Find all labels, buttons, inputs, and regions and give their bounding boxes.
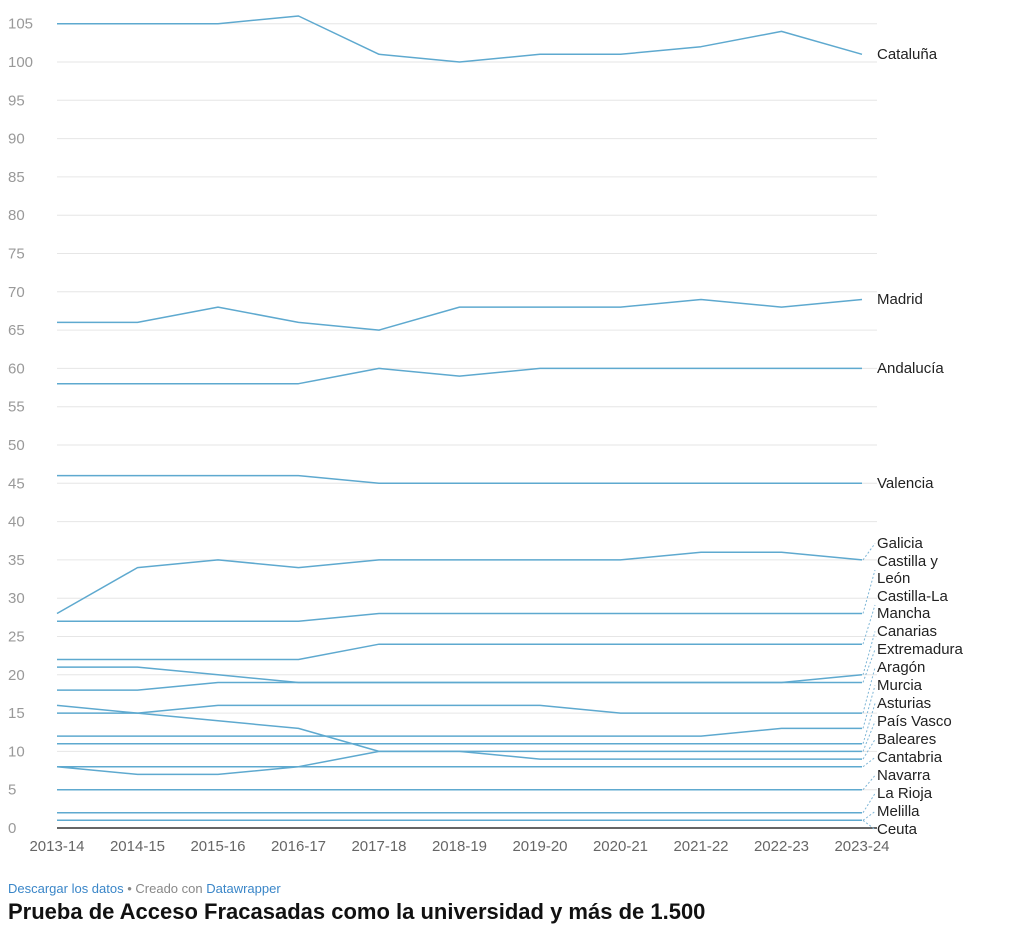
y-tick-label: 65 bbox=[8, 322, 25, 339]
y-tick-label: 20 bbox=[8, 667, 25, 684]
series-label: Andalucía bbox=[877, 360, 944, 377]
x-tick-label: 2020-21 bbox=[593, 838, 648, 855]
series-line bbox=[56, 551, 863, 615]
y-tick-label: 80 bbox=[8, 207, 25, 224]
label-leader-line bbox=[862, 811, 876, 821]
series-label: Castilla y León bbox=[877, 553, 938, 587]
series-line bbox=[56, 704, 862, 753]
y-tick-label: 100 bbox=[8, 54, 33, 71]
x-tick-label: 2022-23 bbox=[754, 838, 809, 855]
y-tick-label: 85 bbox=[8, 169, 25, 186]
label-leaders bbox=[862, 543, 876, 830]
series-label: Madrid bbox=[877, 291, 923, 308]
label-leader-line bbox=[862, 543, 876, 561]
series-line bbox=[57, 15, 863, 63]
series-label: Aragón bbox=[877, 659, 925, 676]
series-line bbox=[56, 765, 862, 776]
series-line bbox=[57, 643, 862, 661]
series-label: Asturias bbox=[877, 695, 931, 712]
label-leader-line bbox=[862, 649, 876, 683]
y-tick-label: 75 bbox=[8, 246, 25, 263]
series-line bbox=[57, 666, 862, 684]
series-label: Galicia bbox=[877, 535, 924, 552]
series-line bbox=[57, 367, 862, 385]
x-tick-label: 2015-16 bbox=[190, 838, 245, 855]
y-tick-label: 10 bbox=[8, 743, 25, 760]
datawrapper-link[interactable]: Datawrapper bbox=[206, 881, 281, 896]
series-label: La Rioja bbox=[877, 785, 933, 802]
series-label: Valencia bbox=[877, 475, 934, 492]
y-axis-ticks: 0 5 10 15 20 25 30 35 40 45 50 55 60 65 70 75 80 85 90 95 10… bbox=[8, 16, 33, 837]
series-line bbox=[57, 474, 862, 485]
y-tick-label: 35 bbox=[8, 552, 25, 569]
label-leader-line bbox=[862, 775, 876, 791]
series-label: Ceuta bbox=[877, 821, 918, 838]
y-tick-label: 90 bbox=[8, 131, 25, 148]
series-line bbox=[57, 750, 862, 768]
series-label: Cataluña bbox=[877, 46, 938, 63]
label-leader-line bbox=[862, 604, 876, 645]
y-tick-label: 70 bbox=[8, 284, 25, 301]
gridlines bbox=[57, 23, 877, 829]
footer-separator: • Creado con bbox=[123, 881, 207, 896]
label-leader-line bbox=[862, 631, 876, 675]
series-labels: CataluñaMadridAndalucíaValenciaGaliciaCa… bbox=[877, 46, 964, 838]
x-tick-label: 2016-17 bbox=[271, 838, 326, 855]
chart-footer: Descargar los datos • Creado con Datawra… bbox=[8, 881, 281, 896]
series-label: Navarra bbox=[877, 767, 931, 784]
x-tick-label: 2013-14 bbox=[29, 838, 84, 855]
label-leader-line bbox=[862, 793, 876, 813]
series-label: Canarias bbox=[877, 623, 937, 640]
y-tick-label: 5 bbox=[8, 782, 16, 799]
series-line bbox=[57, 612, 862, 622]
x-tick-label: 2021-22 bbox=[673, 838, 728, 855]
series-line bbox=[57, 298, 863, 331]
series-line bbox=[57, 704, 862, 714]
x-tick-label: 2014-15 bbox=[110, 838, 165, 855]
y-tick-label: 0 bbox=[8, 820, 16, 837]
series-label: País Vasco bbox=[877, 713, 952, 730]
y-tick-label: 95 bbox=[8, 92, 25, 109]
y-tick-label: 30 bbox=[8, 590, 25, 607]
series-label: Murcia bbox=[877, 677, 923, 694]
label-leader-line bbox=[862, 569, 876, 614]
y-tick-label: 60 bbox=[8, 360, 25, 377]
y-tick-label: 15 bbox=[8, 705, 25, 722]
y-tick-label: 105 bbox=[8, 16, 33, 33]
series-line bbox=[57, 727, 862, 737]
download-data-link[interactable]: Descargar los datos bbox=[8, 881, 124, 896]
next-article-title: Prueba de Acceso Fracasadas como la univ… bbox=[8, 899, 706, 924]
series-label: Castilla-La Mancha bbox=[877, 588, 949, 622]
label-leader-line bbox=[862, 819, 876, 830]
label-leader-line bbox=[862, 757, 876, 768]
y-tick-label: 25 bbox=[8, 629, 25, 646]
x-tick-label: 2023-24 bbox=[834, 838, 889, 855]
label-leader-line bbox=[862, 685, 876, 729]
y-tick-label: 45 bbox=[8, 475, 25, 492]
series-label: Melilla bbox=[877, 803, 920, 820]
line-chart: 0 5 10 15 20 25 30 35 40 45 50 55 60 65 70 75 80 85 90 95 10… bbox=[8, 15, 964, 855]
label-leader-line bbox=[862, 721, 876, 752]
x-axis-ticks: 2013-14 2014-15 2015-16 2016-17 2017-18 2018-… bbox=[29, 838, 889, 855]
x-tick-label: 2018-19 bbox=[432, 838, 487, 855]
series-label: Cantabria bbox=[877, 749, 943, 766]
label-leader-line bbox=[862, 739, 876, 760]
series-label: Extremadura bbox=[877, 641, 964, 658]
label-leader-line bbox=[862, 703, 876, 744]
series-label: Baleares bbox=[877, 731, 936, 748]
x-tick-label: 2019-20 bbox=[512, 838, 567, 855]
y-tick-label: 55 bbox=[8, 399, 25, 416]
series-lines bbox=[56, 15, 863, 822]
x-tick-label: 2017-18 bbox=[351, 838, 406, 855]
y-tick-label: 50 bbox=[8, 437, 25, 454]
y-tick-label: 40 bbox=[8, 514, 25, 531]
